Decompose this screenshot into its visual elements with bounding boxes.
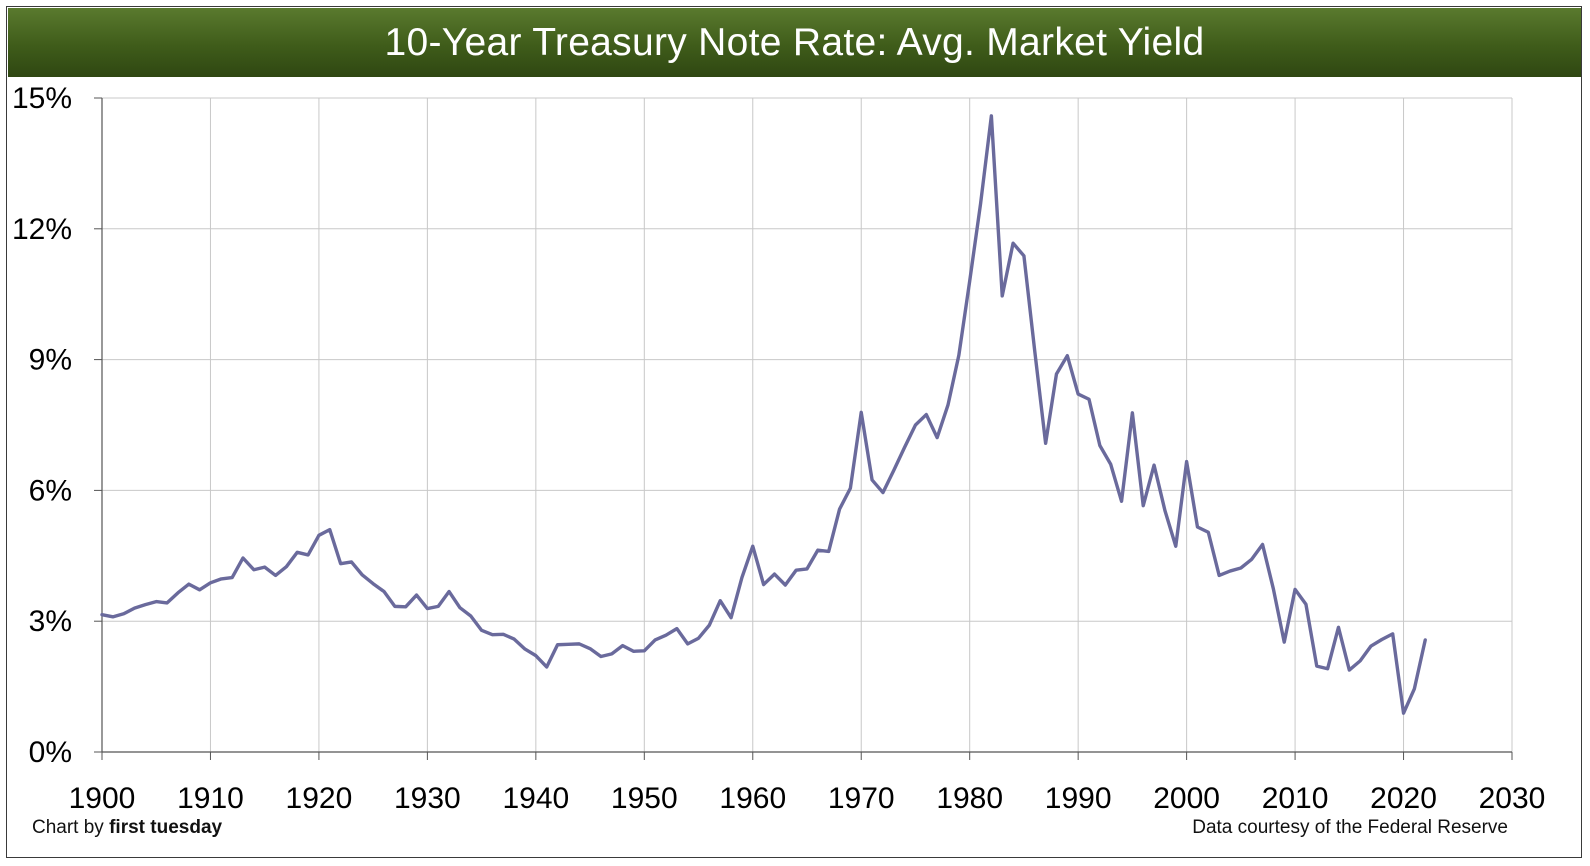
credit-brand: first tuesday <box>109 817 223 838</box>
axes <box>94 97 1513 760</box>
x-tick-label: 1970 <box>828 782 895 815</box>
data-source: Data courtesy of the Federal Reserve <box>1192 817 1508 838</box>
title-bar: 10-Year Treasury Note Rate: Avg. Market … <box>8 8 1581 77</box>
chart-frame <box>6 6 1582 858</box>
y-tick-label: 6% <box>29 474 72 507</box>
x-tick-label: 1990 <box>1045 782 1112 815</box>
x-tick-label: 1900 <box>69 782 136 815</box>
chart-credit: Chart by first tuesday <box>32 817 222 839</box>
x-tick-label: 1910 <box>177 782 244 815</box>
series-line <box>100 114 1427 715</box>
y-tick-label: 12% <box>12 213 72 246</box>
data-series <box>100 114 1427 715</box>
x-tick-label: 1930 <box>394 782 461 815</box>
y-tick-label: 9% <box>29 344 72 377</box>
x-tick-label: 2010 <box>1262 782 1329 815</box>
credit-prefix: Chart by <box>32 817 110 838</box>
x-tick-label: 1950 <box>611 782 678 815</box>
x-tick-label: 1960 <box>719 782 786 815</box>
y-tick-label: 0% <box>29 736 72 769</box>
grid-lines <box>102 97 1513 752</box>
chart-title: 10-Year Treasury Note Rate: Avg. Market … <box>384 20 1205 64</box>
x-tick-label: 2030 <box>1479 782 1546 815</box>
x-tick-label: 2020 <box>1370 782 1437 815</box>
x-tick-labels: 1900 1910 1920 1930 1940 1950 1960 1970 1980 1990… <box>69 782 1546 815</box>
x-tick-label: 2000 <box>1153 782 1220 815</box>
x-tick-label: 1980 <box>936 782 1003 815</box>
x-tick-label: 1940 <box>502 782 569 815</box>
y-tick-label: 3% <box>29 605 72 638</box>
y-tick-labels: 0% 3% 6% 9% 12% 15% <box>12 82 72 769</box>
y-tick-label: 15% <box>12 82 72 115</box>
x-tick-label: 1920 <box>286 782 353 815</box>
